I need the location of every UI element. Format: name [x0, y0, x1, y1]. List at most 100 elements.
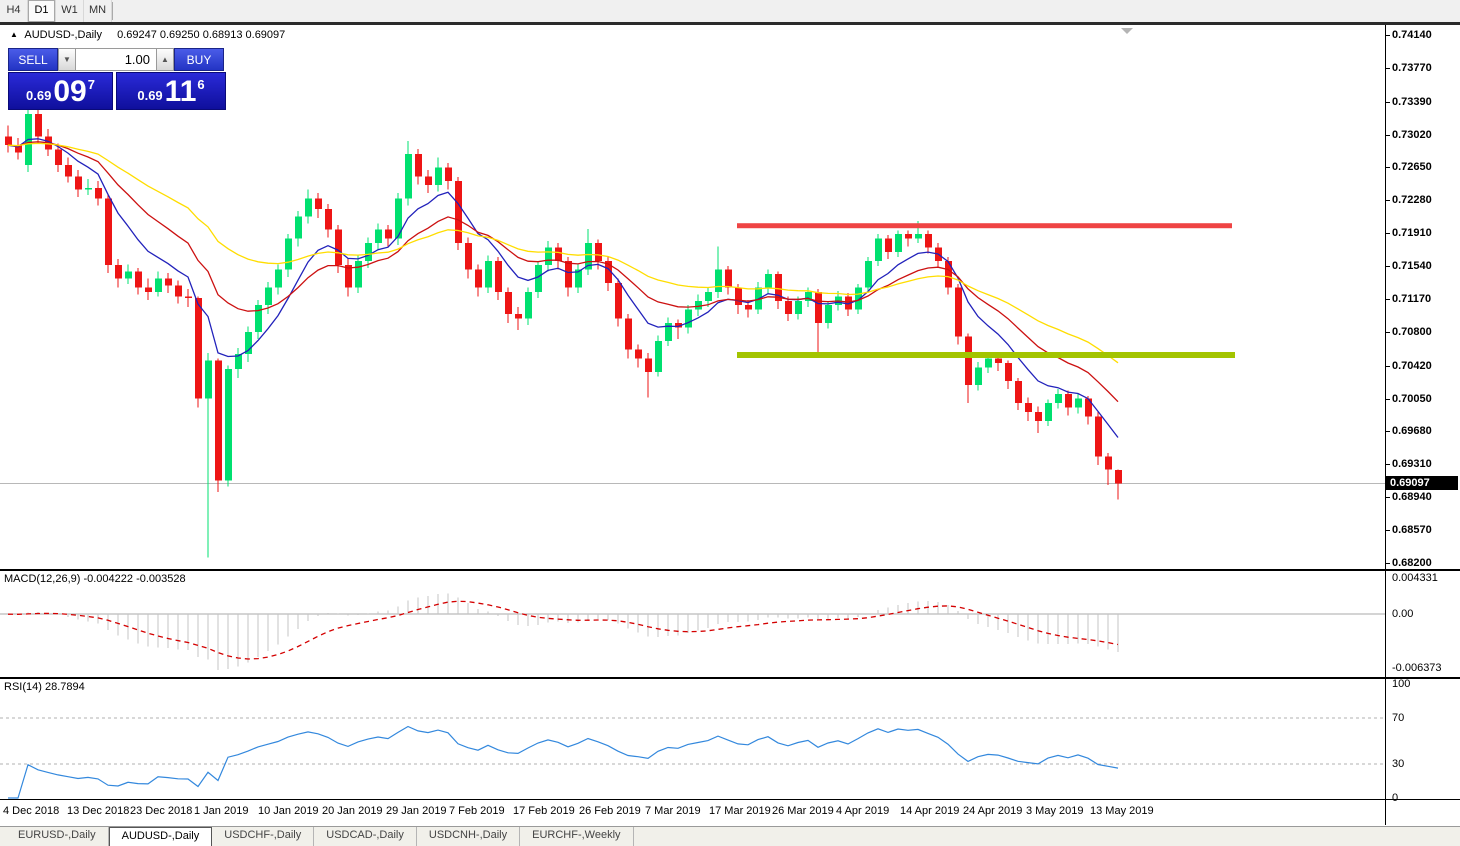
- candle-body: [815, 291, 822, 323]
- candle-body: [1065, 394, 1072, 408]
- price-tick-label: 0.69310: [1392, 458, 1432, 471]
- candle-body: [555, 247, 562, 261]
- candle-body: [265, 287, 272, 306]
- chart-window[interactable]: [0, 25, 1460, 825]
- date-tick-label: 7 Mar 2019: [645, 805, 701, 817]
- date-tick-label: 17 Mar 2019: [709, 805, 771, 817]
- chart-tab-usdcnh[interactable]: USDCNH-,Daily: [417, 827, 521, 846]
- price-tick-label: 0.73390: [1392, 95, 1432, 108]
- sell-button[interactable]: SELL: [8, 48, 58, 71]
- date-tick-label: 17 Feb 2019: [513, 805, 575, 817]
- price-tick-mark: [1386, 398, 1390, 400]
- candle-body: [115, 265, 122, 279]
- price-tick-mark: [1386, 200, 1390, 202]
- candle-body: [35, 114, 42, 137]
- price-tick-label: 0.72650: [1392, 161, 1432, 174]
- candle-body: [405, 154, 412, 199]
- date-tick-label: 4 Apr 2019: [836, 805, 890, 817]
- buy-button[interactable]: BUY: [174, 48, 224, 71]
- price-tick-mark: [1386, 497, 1390, 499]
- candle-body: [285, 238, 292, 270]
- candle-body: [1025, 403, 1032, 412]
- candle-body: [145, 287, 152, 292]
- main-chart-pane[interactable]: [0, 25, 1386, 569]
- rsi-label: RSI(14) 28.7894: [4, 681, 85, 693]
- moving-average-slow: [7, 142, 1119, 364]
- volume-decrease-button[interactable]: ▼: [58, 48, 76, 71]
- price-tick-label: 0.71540: [1392, 260, 1432, 273]
- rsi-axis-label: 100: [1392, 678, 1411, 690]
- support-line[interactable]: [737, 352, 1235, 358]
- candle-body: [435, 167, 442, 186]
- timeframe-w1-button[interactable]: W1: [56, 0, 84, 22]
- chart-ohlc-values: 0.69247 0.69250 0.68913 0.69097: [117, 29, 286, 41]
- toolbar-divider: [0, 22, 1460, 25]
- volume-input[interactable]: 1.00: [76, 48, 156, 71]
- candle-body: [585, 243, 592, 270]
- rsi-line: [8, 725, 1119, 799]
- macd-pane[interactable]: [0, 572, 1386, 677]
- candle-body: [985, 358, 992, 368]
- chart-tab-eurusd[interactable]: EURUSD-,Daily: [6, 827, 109, 846]
- candle-body: [1045, 403, 1052, 421]
- candle-body: [545, 247, 552, 266]
- candle-body: [425, 176, 432, 186]
- candle-body: [975, 367, 982, 386]
- pane-separator-rsi-dates: [0, 799, 1460, 800]
- chart-tab-audusd[interactable]: AUDUSD-,Daily: [108, 827, 213, 846]
- candle-body: [675, 323, 682, 328]
- timeframe-mn-button[interactable]: MN: [84, 0, 112, 22]
- timeframe-h4-button[interactable]: H4: [0, 0, 28, 22]
- moving-average-mid: [7, 141, 1119, 403]
- buy-price-display[interactable]: 0.69 11 6: [116, 72, 226, 110]
- candle-body: [225, 369, 232, 481]
- sell-price-prefix: 0.69: [26, 88, 52, 103]
- candle-body: [465, 243, 472, 270]
- date-tick-label: 13 May 2019: [1090, 805, 1154, 817]
- candle-body: [95, 187, 102, 199]
- resistance-line[interactable]: [737, 223, 1232, 229]
- candle-body: [1035, 411, 1042, 421]
- candle-body: [1015, 380, 1022, 403]
- candle-body: [55, 149, 62, 165]
- sell-price-display[interactable]: 0.69 09 7: [8, 72, 113, 110]
- price-tick-mark: [1386, 431, 1390, 433]
- price-tick-mark: [1386, 365, 1390, 367]
- chart-tab-eurchf[interactable]: EURCHF-,Weekly: [520, 827, 634, 846]
- candle-body: [275, 269, 282, 288]
- date-tick-label: 1 Jan 2019: [194, 805, 249, 817]
- candle-body: [645, 358, 652, 372]
- candle-body: [845, 296, 852, 310]
- chart-tab-usdchf[interactable]: USDCHF-,Daily: [212, 827, 315, 846]
- rsi-pane[interactable]: [0, 679, 1386, 799]
- pane-separator-macd-rsi[interactable]: [0, 677, 1460, 679]
- price-tick-mark: [1386, 101, 1390, 103]
- date-tick-label: 26 Mar 2019: [772, 805, 834, 817]
- candle-body: [165, 278, 172, 286]
- candle-body: [915, 234, 922, 239]
- candle-body: [1105, 456, 1112, 470]
- price-tick-mark: [1386, 563, 1390, 564]
- price-tick-label: 0.70800: [1392, 325, 1432, 338]
- date-tick-label: 10 Jan 2019: [258, 805, 319, 817]
- candle-body: [995, 358, 1002, 363]
- rsi-axis-label: 0: [1392, 792, 1399, 804]
- candle-body: [335, 229, 342, 266]
- pane-separator-main-macd[interactable]: [0, 569, 1460, 571]
- candle-body: [235, 354, 242, 370]
- volume-increase-button[interactable]: ▲: [156, 48, 174, 71]
- candle-body: [345, 265, 352, 288]
- buy-price-pip-digit: 6: [197, 77, 205, 92]
- candle-body: [375, 229, 382, 243]
- price-tick-label: 0.73770: [1392, 61, 1432, 74]
- chart-tab-usdcad[interactable]: USDCAD-,Daily: [314, 827, 417, 846]
- candle-body: [525, 291, 532, 319]
- sell-price-pip-digit: 7: [87, 77, 95, 92]
- moving-average-fast: [7, 138, 1119, 438]
- scroll-shift-marker-icon[interactable]: [1121, 28, 1133, 34]
- price-tick-label: 0.68570: [1392, 524, 1432, 537]
- candle-body: [395, 198, 402, 239]
- price-tick-mark: [1386, 167, 1390, 169]
- candle-body: [445, 167, 452, 181]
- timeframe-d1-button[interactable]: D1: [28, 0, 56, 22]
